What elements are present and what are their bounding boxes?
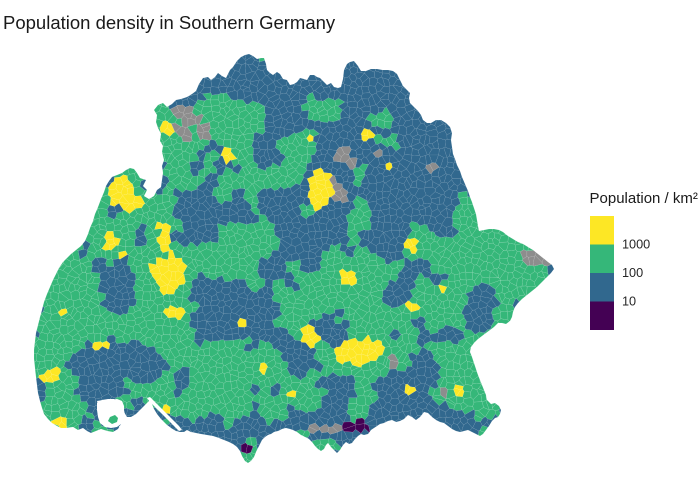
svg-text:Population / km²: Population / km² (590, 190, 698, 207)
svg-text:100: 100 (622, 266, 643, 280)
svg-text:1000: 1000 (622, 238, 650, 252)
svg-text:Population density in Southern: Population density in Southern Germany (3, 12, 336, 33)
svg-text:10: 10 (622, 295, 636, 309)
